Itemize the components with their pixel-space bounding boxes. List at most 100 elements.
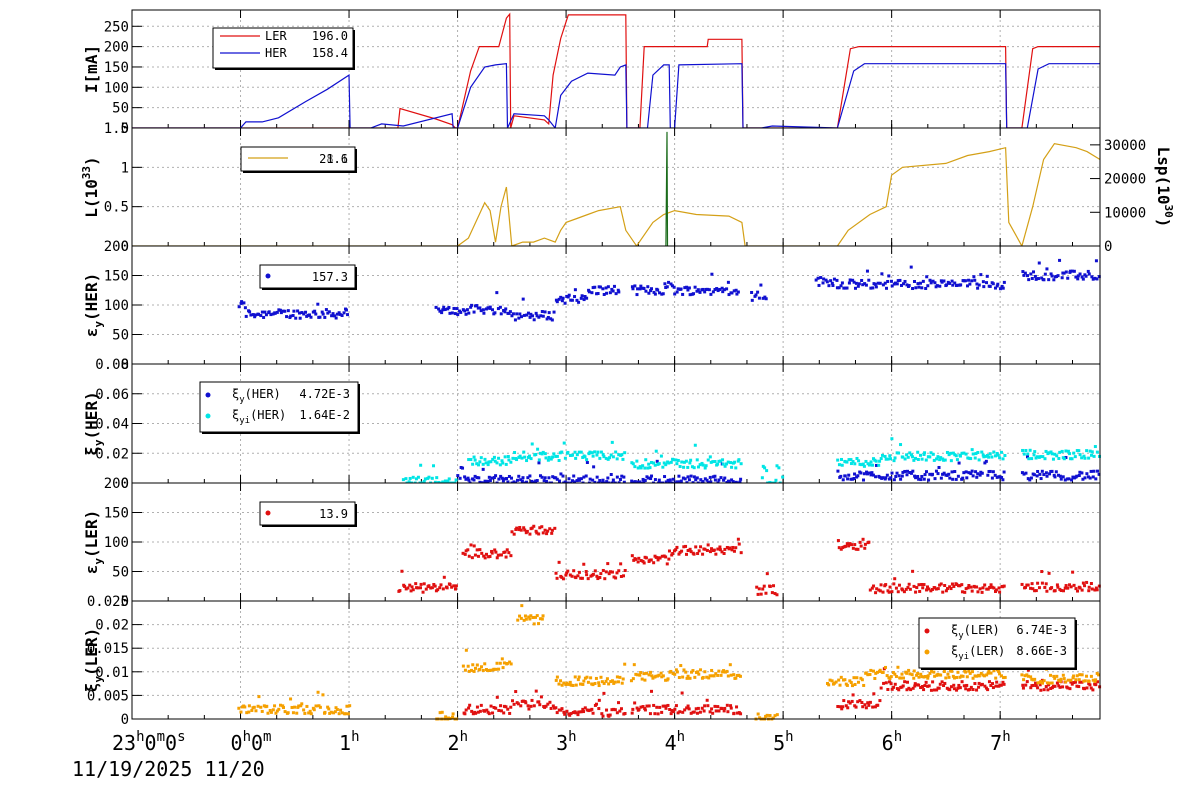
data-point bbox=[1046, 688, 1050, 692]
data-point bbox=[581, 682, 585, 686]
data-point bbox=[532, 704, 536, 708]
data-point bbox=[1050, 452, 1054, 456]
data-point bbox=[450, 311, 454, 315]
data-point bbox=[407, 480, 411, 484]
data-point bbox=[602, 691, 606, 695]
data-point bbox=[851, 684, 855, 688]
data-point bbox=[673, 292, 677, 296]
data-point bbox=[332, 711, 336, 715]
data-point bbox=[1029, 272, 1033, 276]
data-point bbox=[1044, 471, 1048, 475]
data-point bbox=[538, 474, 542, 478]
data-point bbox=[916, 672, 920, 676]
data-point bbox=[487, 460, 491, 464]
data-point bbox=[723, 476, 727, 480]
data-point bbox=[607, 572, 611, 576]
data-point bbox=[622, 475, 626, 479]
data-point bbox=[843, 474, 847, 478]
data-point bbox=[678, 710, 682, 714]
data-point bbox=[616, 680, 620, 684]
data-point bbox=[585, 461, 589, 465]
y2tick-label: 10000 bbox=[1104, 205, 1146, 221]
data-point bbox=[1086, 269, 1090, 273]
data-point bbox=[1066, 678, 1070, 682]
data-point bbox=[977, 458, 981, 462]
data-point bbox=[469, 305, 473, 309]
data-point bbox=[917, 583, 921, 587]
data-point bbox=[516, 702, 520, 706]
data-point bbox=[546, 458, 550, 462]
data-point bbox=[623, 662, 627, 666]
legend-value: 196.0 bbox=[312, 29, 348, 43]
data-point bbox=[1094, 259, 1098, 263]
data-point bbox=[516, 478, 520, 482]
data-point bbox=[595, 292, 599, 296]
data-point bbox=[538, 703, 542, 707]
data-point bbox=[939, 673, 943, 677]
ytick-label: 0.02 bbox=[95, 446, 129, 462]
data-point bbox=[620, 681, 624, 685]
data-point bbox=[595, 475, 599, 479]
data-point bbox=[1038, 472, 1042, 476]
data-point bbox=[493, 459, 497, 463]
data-point bbox=[1020, 582, 1024, 586]
data-point bbox=[970, 469, 974, 473]
data-point bbox=[937, 686, 941, 690]
data-point bbox=[842, 286, 846, 290]
date-label: 11/19/2025 11/20 bbox=[72, 757, 265, 781]
data-point bbox=[909, 471, 913, 475]
data-point bbox=[596, 291, 600, 295]
data-point bbox=[849, 458, 853, 462]
data-point bbox=[932, 458, 936, 462]
data-point bbox=[296, 309, 300, 313]
data-point bbox=[646, 476, 650, 480]
data-point bbox=[1055, 681, 1059, 685]
data-point bbox=[507, 551, 511, 555]
data-point bbox=[440, 311, 444, 315]
data-point bbox=[291, 314, 295, 318]
data-point bbox=[604, 570, 608, 574]
data-point bbox=[878, 589, 882, 593]
data-point bbox=[925, 588, 929, 592]
data-point bbox=[725, 462, 729, 466]
data-point bbox=[535, 531, 539, 535]
data-point bbox=[950, 582, 954, 586]
data-point bbox=[463, 552, 467, 556]
data-point bbox=[977, 283, 981, 287]
data-point bbox=[528, 315, 532, 319]
data-point bbox=[489, 704, 493, 708]
data-point bbox=[888, 454, 892, 458]
data-point bbox=[260, 310, 264, 314]
data-point bbox=[1057, 456, 1061, 460]
data-point bbox=[1002, 682, 1006, 686]
data-point bbox=[597, 698, 601, 702]
data-point bbox=[970, 279, 974, 283]
data-point bbox=[854, 281, 858, 285]
data-point bbox=[1070, 682, 1074, 686]
data-point bbox=[973, 674, 977, 678]
data-point bbox=[986, 688, 990, 692]
data-point bbox=[1023, 674, 1027, 678]
data-point bbox=[1042, 679, 1046, 683]
data-point bbox=[632, 558, 636, 562]
data-point bbox=[293, 705, 297, 709]
data-point bbox=[631, 677, 635, 681]
data-point bbox=[448, 582, 452, 586]
data-point bbox=[533, 615, 537, 619]
data-point bbox=[327, 310, 331, 314]
data-point bbox=[308, 709, 312, 713]
data-point bbox=[582, 679, 586, 683]
data-point bbox=[613, 680, 617, 684]
data-point bbox=[851, 546, 855, 550]
data-point bbox=[736, 537, 740, 541]
data-point bbox=[845, 683, 849, 687]
data-point bbox=[631, 462, 635, 466]
data-point bbox=[730, 478, 734, 482]
data-point bbox=[721, 458, 725, 462]
data-point bbox=[942, 279, 946, 283]
data-point bbox=[1023, 271, 1027, 275]
data-point bbox=[507, 474, 511, 478]
data-point bbox=[986, 671, 990, 675]
data-point bbox=[639, 705, 643, 709]
